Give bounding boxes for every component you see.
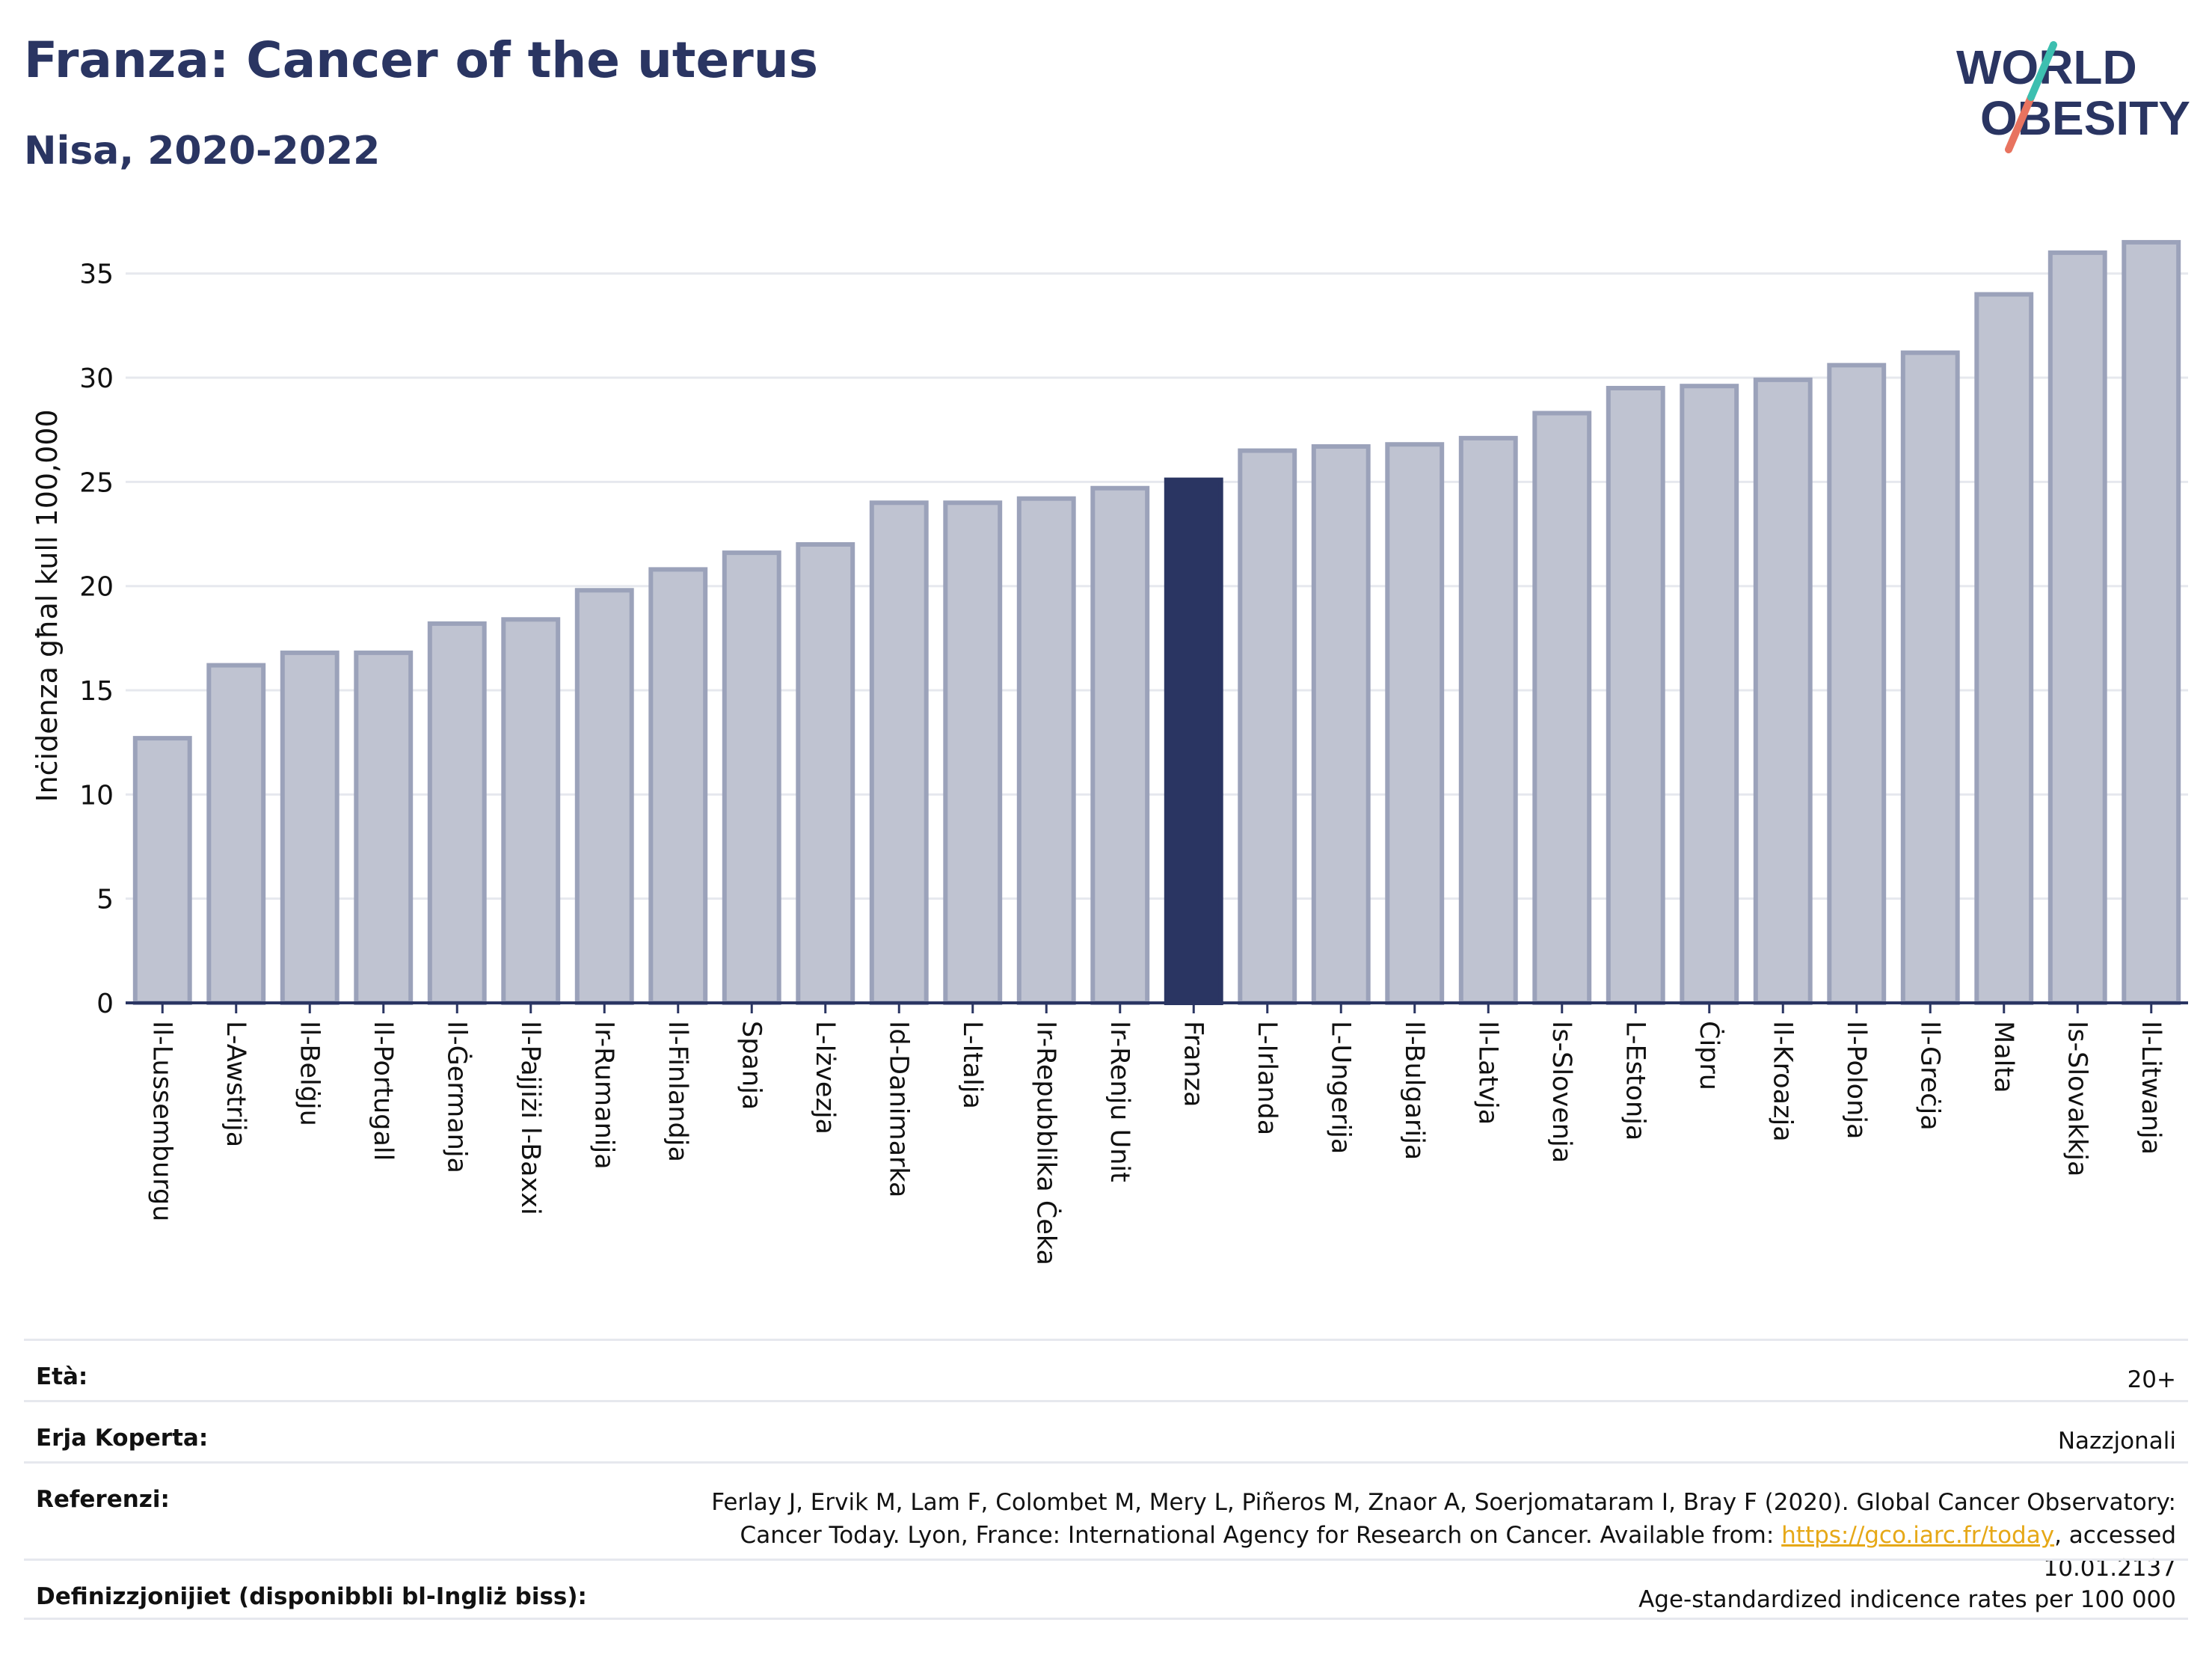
bar-0 bbox=[132, 736, 192, 1005]
x-tick-label: Malta bbox=[1988, 1021, 2018, 1093]
y-tick-label: 10 bbox=[79, 780, 114, 811]
y-tick-label: 15 bbox=[79, 676, 114, 707]
info-row-age: Età: 20+ bbox=[24, 1339, 2188, 1400]
x-tick-label: L-Ungerija bbox=[1325, 1021, 1355, 1154]
bar-10 bbox=[869, 500, 929, 1005]
info-row-area: Erja Koperta: Nazzjonali bbox=[24, 1400, 2188, 1461]
age-value: 20+ bbox=[2127, 1366, 2176, 1393]
bar-25 bbox=[1974, 292, 2034, 1005]
references-value: Ferlay J, Ervik M, Lam F, Colombet M, Me… bbox=[711, 1489, 2176, 1582]
bar-27 bbox=[2122, 239, 2181, 1005]
bar-17 bbox=[1385, 442, 1445, 1005]
y-tick-label: 25 bbox=[79, 467, 114, 498]
x-tick-label: Ir-Renju Unit bbox=[1105, 1021, 1134, 1182]
bar-8 bbox=[722, 550, 781, 1005]
definitions-value: Age-standardized indicence rates per 100… bbox=[1638, 1586, 2176, 1613]
bar-15 bbox=[1238, 448, 1297, 1005]
y-tick-label: 35 bbox=[79, 260, 114, 290]
x-tick-label: Id-Danimarka bbox=[883, 1021, 913, 1198]
y-tick-label: 30 bbox=[79, 363, 114, 394]
y-tick-label: 5 bbox=[96, 885, 114, 915]
bar-11 bbox=[943, 500, 1003, 1005]
x-tick-label: Is-Slovakkja bbox=[2062, 1021, 2092, 1176]
x-tick-label: Ir-Rumanija bbox=[589, 1021, 618, 1170]
x-tick-label: Il-Litwanja bbox=[2136, 1021, 2166, 1155]
area-value: Nazzjonali bbox=[2057, 1428, 2176, 1455]
world-obesity-logo: WORLD OBESITY bbox=[1956, 40, 2190, 153]
bar-21 bbox=[1680, 384, 1739, 1005]
bar-19 bbox=[1532, 411, 1592, 1005]
area-label: Erja Koperta: bbox=[36, 1425, 209, 1452]
x-tick-label: Il-Ġermanja bbox=[441, 1021, 473, 1173]
x-tick-label: Il-Greċja bbox=[1914, 1021, 1944, 1131]
bar-20 bbox=[1606, 385, 1665, 1005]
x-tick-label: Il-Pajjiżi l-Baxxi bbox=[515, 1021, 545, 1215]
chart-subtitle: Nisa, 2020-2022 bbox=[24, 129, 381, 174]
x-tick-label: Ċipru bbox=[1694, 1021, 1725, 1090]
x-tick-label: L-Irlanda bbox=[1252, 1021, 1282, 1135]
bar-22 bbox=[1753, 377, 1813, 1006]
bar-3 bbox=[354, 650, 414, 1006]
x-tick-label: Spanja bbox=[736, 1021, 766, 1110]
bar-6 bbox=[574, 588, 634, 1005]
x-tick-label: Franza bbox=[1178, 1021, 1208, 1107]
bar-7 bbox=[648, 567, 708, 1005]
bar-1 bbox=[206, 663, 266, 1005]
x-tick-label: Il-Lussemburgu bbox=[147, 1021, 176, 1221]
x-tick-label: Il-Latvja bbox=[1472, 1021, 1502, 1125]
references-label: Referenzi: bbox=[36, 1486, 170, 1513]
y-tick-label: 0 bbox=[96, 989, 114, 1019]
x-tick-label: Il-Portugall bbox=[368, 1021, 398, 1161]
x-tick-label: L-Awstrija bbox=[221, 1021, 251, 1147]
info-row-references: Referenzi: Ferlay J, Ervik M, Lam F, Col… bbox=[24, 1461, 2188, 1582]
x-tick-label: Is-Slovenja bbox=[1546, 1021, 1576, 1163]
bar-chart: 0 5 10 15 20 25 30 35 Il-Lussemburgu L-Awstrija I… bbox=[31, 239, 2188, 1265]
bar-13 bbox=[1090, 485, 1150, 1005]
bar-26 bbox=[2047, 250, 2107, 1005]
y-tick-label: 20 bbox=[79, 572, 114, 603]
x-tick-label: L-Italja bbox=[957, 1021, 987, 1109]
definitions-label: Definizzjonijiet (disponibbli bl-Ingliż … bbox=[36, 1583, 587, 1610]
info-table: Età: 20+ Erja Koperta: Nazzjonali Refere… bbox=[24, 1339, 2188, 1620]
bar-12 bbox=[1016, 496, 1076, 1005]
x-tick-label: Il-Kroazja bbox=[1767, 1021, 1797, 1142]
bar-23 bbox=[1827, 363, 1887, 1005]
x-tick-label: Il-Finlandja bbox=[663, 1021, 692, 1162]
x-tick-label: Ir-Repubblika Ċeka bbox=[1030, 1021, 1062, 1265]
age-label: Età: bbox=[36, 1363, 88, 1390]
x-tick-label: Il-Belġju bbox=[294, 1021, 324, 1126]
bar-14 bbox=[1164, 477, 1223, 1005]
bar-4 bbox=[427, 621, 487, 1005]
reference-link[interactable]: https://gco.iarc.fr/today bbox=[1781, 1522, 2055, 1549]
bar-2 bbox=[280, 650, 340, 1006]
x-tick-label: Il-Polonja bbox=[1841, 1021, 1871, 1139]
y-axis-label: Inċidenza għal kull 100,000 bbox=[31, 409, 64, 802]
x-tick-label: L-Iżvezja bbox=[810, 1021, 840, 1134]
chart-title: Franza: Cancer of the uterus bbox=[24, 31, 819, 89]
bar-9 bbox=[796, 541, 855, 1005]
bar-18 bbox=[1458, 435, 1518, 1005]
x-tick-label: L-Estonja bbox=[1620, 1021, 1650, 1140]
x-tick-label: Il-Bulgarija bbox=[1399, 1021, 1429, 1160]
bar-16 bbox=[1311, 444, 1371, 1005]
info-row-definitions: Definizzjonijiet (disponibbli bl-Ingliż … bbox=[24, 1559, 2188, 1620]
bar-24 bbox=[1900, 350, 1960, 1005]
bar-5 bbox=[501, 617, 561, 1005]
